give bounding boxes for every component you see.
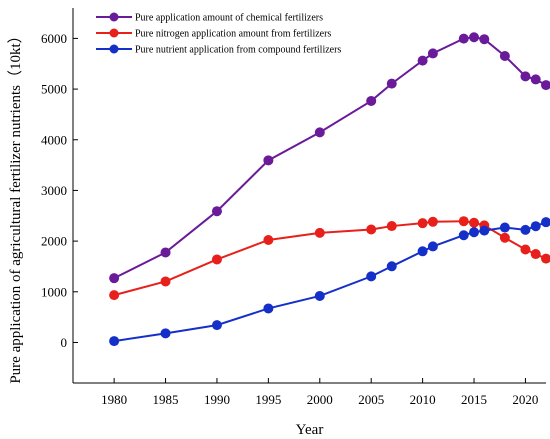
x-tick-label: 1990 — [204, 392, 230, 407]
legend-item: Pure nitrogen application amount from fe… — [96, 28, 331, 40]
data-point — [427, 241, 438, 252]
legend-marker — [109, 28, 119, 38]
data-point — [520, 224, 531, 235]
data-point — [109, 336, 120, 347]
data-point — [530, 74, 541, 85]
data-point — [366, 271, 377, 282]
data-point — [469, 32, 480, 43]
axes — [72, 8, 546, 384]
series-3 — [109, 217, 550, 347]
series-layer — [109, 32, 550, 347]
data-point — [417, 218, 428, 229]
data-point — [211, 206, 222, 217]
legend-label: Pure nutrient application from compound … — [135, 45, 341, 56]
y-ticks: 0 1000 2000 3000 4000 5000 6000 — [41, 31, 78, 350]
data-point — [530, 221, 541, 232]
x-tick-label: 2010 — [410, 392, 436, 407]
data-point — [479, 225, 490, 236]
data-point — [469, 217, 480, 228]
data-point — [109, 290, 120, 301]
series-line — [113, 220, 547, 297]
data-point — [417, 55, 428, 66]
data-point — [417, 246, 428, 257]
data-point — [160, 328, 171, 339]
x-tick-label: 1980 — [101, 392, 127, 407]
x-tick-label: 2015 — [461, 392, 487, 407]
legend-item: Pure nutrient application from compound … — [96, 44, 341, 56]
data-point — [314, 227, 325, 238]
x-tick-label: 2005 — [358, 392, 384, 407]
y-tick-label: 6000 — [41, 31, 67, 46]
data-point — [479, 34, 490, 45]
series-line — [113, 221, 547, 343]
x-axis-title: Year — [296, 422, 324, 438]
x-tick-label: 1985 — [153, 392, 179, 407]
y-tick-label: 1000 — [41, 284, 67, 299]
data-point — [211, 320, 222, 331]
x-tick-label: 1995 — [255, 392, 281, 407]
data-point — [458, 33, 469, 44]
y-tick-label: 4000 — [41, 132, 67, 147]
legend-marker — [109, 44, 119, 54]
series-1 — [109, 32, 550, 284]
data-point — [541, 217, 550, 228]
data-point — [263, 155, 274, 166]
legend: Pure application amount of chemical fert… — [96, 12, 341, 56]
data-point — [458, 230, 469, 241]
data-point — [499, 50, 510, 61]
data-point — [366, 224, 377, 235]
legend-marker — [109, 12, 119, 22]
data-point — [499, 222, 510, 233]
data-point — [263, 234, 274, 245]
series-line — [113, 36, 547, 280]
data-point — [499, 232, 510, 243]
data-point — [386, 221, 397, 232]
x-ticks: 1980 1985 1990 1995 2000 2005 2010 2015 2020 — [101, 378, 538, 407]
data-point — [160, 276, 171, 287]
data-point — [263, 303, 274, 314]
y-tick-label: 2000 — [41, 234, 67, 249]
data-point — [427, 48, 438, 59]
data-point — [541, 253, 550, 264]
data-point — [386, 261, 397, 272]
data-point — [366, 95, 377, 106]
legend-label: Pure nitrogen application amount from fe… — [135, 29, 331, 40]
data-point — [386, 78, 397, 89]
legend-item: Pure application amount of chemical fert… — [96, 12, 323, 24]
data-point — [211, 254, 222, 265]
data-point — [427, 216, 438, 227]
y-tick-label: 3000 — [41, 183, 67, 198]
data-point — [314, 290, 325, 301]
data-point — [469, 227, 480, 238]
data-point — [314, 127, 325, 138]
legend-label: Pure application amount of chemical fert… — [135, 13, 323, 24]
y-axis-title: Pure application of agricultural fertili… — [7, 28, 24, 383]
y-tick-label: 0 — [61, 335, 68, 350]
x-tick-label: 2020 — [512, 392, 538, 407]
y-tick-label: 5000 — [41, 82, 67, 97]
data-point — [109, 273, 120, 284]
x-tick-label: 2000 — [307, 392, 333, 407]
data-point — [160, 247, 171, 258]
data-point — [520, 244, 531, 255]
data-point — [458, 216, 469, 227]
data-point — [541, 80, 550, 91]
data-point — [520, 71, 531, 82]
data-point — [530, 249, 541, 260]
